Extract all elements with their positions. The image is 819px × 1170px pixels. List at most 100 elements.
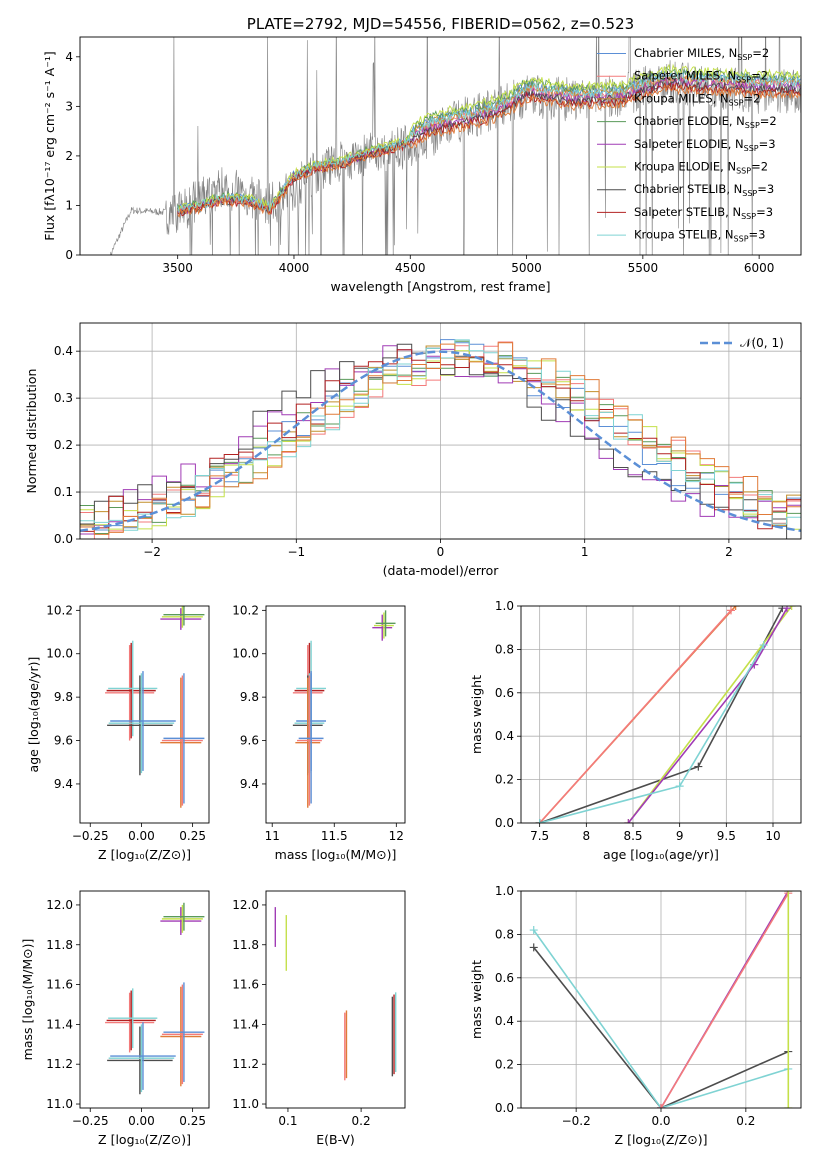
x-tick-label: −2 [143, 545, 161, 559]
x-tick-label: 12 [389, 829, 404, 843]
y-tick-label: 0 [65, 248, 73, 262]
ebv-mass-panel: 0.1 0.2 11.0 11.2 11.4 11.6 11.8 12.0 E(B-V) [232, 890, 406, 1147]
ebv-mass-panel-plot-area [274, 907, 397, 1081]
legend-text: Chabrier MILES, N [634, 46, 737, 60]
axes-frame [265, 605, 406, 824]
y-axis-label: mass weight [469, 675, 484, 754]
x-tick-label: 9 [676, 829, 684, 843]
legend-text: Chabrier STELIB, N [634, 182, 742, 196]
axes-frame [265, 890, 406, 1109]
legend-text: Salpeter MILES, N [634, 69, 736, 83]
legend-entry: Salpeter STELIB, NSSP=3 [634, 205, 773, 221]
x-tick-label: 4000 [279, 261, 310, 275]
y-tick-label: 2 [65, 149, 73, 163]
x-tick-label: 3500 [162, 261, 193, 275]
y-tick-label: 0.4 [54, 344, 73, 358]
weight-line [533, 929, 789, 1108]
mass-age-panel: 11 11.5 12 9.4 9.6 9.8 10.0 10.2 mass [log₁₀(M/M… [232, 603, 406, 862]
x-tick-label: 2 [725, 545, 733, 559]
model-spectrum-line [177, 72, 801, 215]
weight-marker [675, 782, 684, 791]
legend-entry: Kroupa STELIB, NSSP=3 [634, 228, 765, 244]
residual-histogram [80, 340, 801, 534]
x-tick-label: 10 [765, 829, 780, 843]
y-tick-label: 1.0 [495, 884, 514, 898]
y-tick-label: 11.4 [232, 1017, 259, 1031]
y-tick-label: 11.0 [232, 1097, 259, 1111]
legend-subscript: SSP [745, 121, 760, 130]
y-tick-label: 4 [65, 50, 73, 64]
axes-frame [79, 322, 802, 540]
weight-line [627, 606, 793, 823]
y-tick-label: 11.2 [46, 1057, 73, 1071]
y-tick-label: 0.6 [495, 686, 514, 700]
y-tick-label: 11.4 [46, 1017, 73, 1031]
y-axis-label: Normed distribution [24, 369, 39, 494]
x-tick-label: 0.25 [179, 829, 206, 843]
legend-text-tail: =2 [752, 46, 769, 60]
legend-text: Kroupa ELODIE, N [634, 160, 736, 174]
y-tick-label: 11.6 [232, 978, 259, 992]
legend-subscript: SSP [742, 189, 757, 198]
x-axis-label: Z [log₁₀(Z/Z⊙)] [615, 1132, 708, 1147]
y-tick-label: 0.0 [495, 1101, 514, 1115]
weight-marker [529, 926, 538, 935]
age-weight-panel: 7.5 8 8.5 9 9.5 10 0.0 0.2 0.4 0.6 0.8 1.0 age [log₁… [469, 599, 802, 862]
legend-subscript: SSP [744, 144, 759, 153]
x-axis-label: (data-model)/error [383, 563, 500, 578]
x-tick-label: 6000 [744, 261, 775, 275]
weight-marker [783, 606, 791, 613]
x-tick-label: 8.5 [623, 829, 642, 843]
axes-frame [79, 890, 210, 1109]
axes-frame [79, 36, 802, 256]
y-axis-label: mass weight [469, 960, 484, 1039]
weight-marker [759, 641, 768, 650]
axes-frame [520, 605, 802, 824]
legend-subscript: SSP [736, 167, 751, 176]
y-tick-label: 10.0 [46, 647, 73, 661]
legend-entry: Kroupa ELODIE, NSSP=2 [634, 160, 768, 176]
z-mass-panel-plot-area [105, 902, 205, 1095]
weight-line [539, 644, 765, 823]
y-tick-label: 0.2 [54, 438, 73, 452]
x-tick-label: 1 [581, 545, 589, 559]
legend-text-tail: =3 [757, 182, 774, 196]
chart-title: PLATE=2792, MJD=54556, FIBERID=0562, z=0… [247, 15, 634, 33]
legend-text: Salpeter STELIB, N [634, 205, 741, 219]
legend-text-tail: =2 [744, 91, 761, 105]
age-weight-panel-plot-area [535, 606, 796, 823]
legend-text-tail: =3 [759, 137, 776, 151]
weight-marker [784, 1104, 793, 1108]
weight-marker [624, 819, 633, 823]
observed-spectrum [110, 37, 801, 255]
legend-subscript: SSP [736, 76, 751, 85]
x-tick-label: 0.1 [278, 1114, 297, 1128]
y-tick-label: 11.6 [46, 978, 73, 992]
x-tick-label: 11 [265, 829, 280, 843]
y-tick-label: 11.8 [46, 938, 73, 952]
y-tick-label: 10.2 [46, 603, 73, 617]
x-axis-label: age [log₁₀(age/yr)] [603, 847, 719, 862]
weight-marker [787, 606, 796, 610]
x-tick-label: 8 [583, 829, 591, 843]
x-tick-label: 5000 [511, 261, 542, 275]
weight-line [539, 609, 732, 823]
residual-plot-area [80, 339, 801, 539]
weight-marker [529, 943, 538, 952]
x-axis-label: wavelength [Angstrom, rest frame] [330, 279, 550, 294]
legend-subscript: SSP [734, 235, 749, 244]
legend-entry: 𝒩(0, 1) [740, 336, 784, 350]
legend-subscript: SSP [737, 53, 752, 62]
y-tick-label: 0.4 [495, 729, 514, 743]
y-tick-label: 12.0 [46, 898, 73, 912]
residual-histogram [80, 341, 801, 539]
x-tick-label: −0.2 [562, 1114, 591, 1128]
weight-line [660, 892, 789, 1108]
spectrum-plot-area [110, 37, 801, 255]
z-age-panel-plot-area [105, 606, 205, 808]
legend-text-tail: =3 [749, 228, 766, 242]
weight-marker [784, 891, 793, 895]
x-tick-label: 7.5 [530, 829, 549, 843]
x-axis-label: E(B-V) [316, 1132, 355, 1147]
